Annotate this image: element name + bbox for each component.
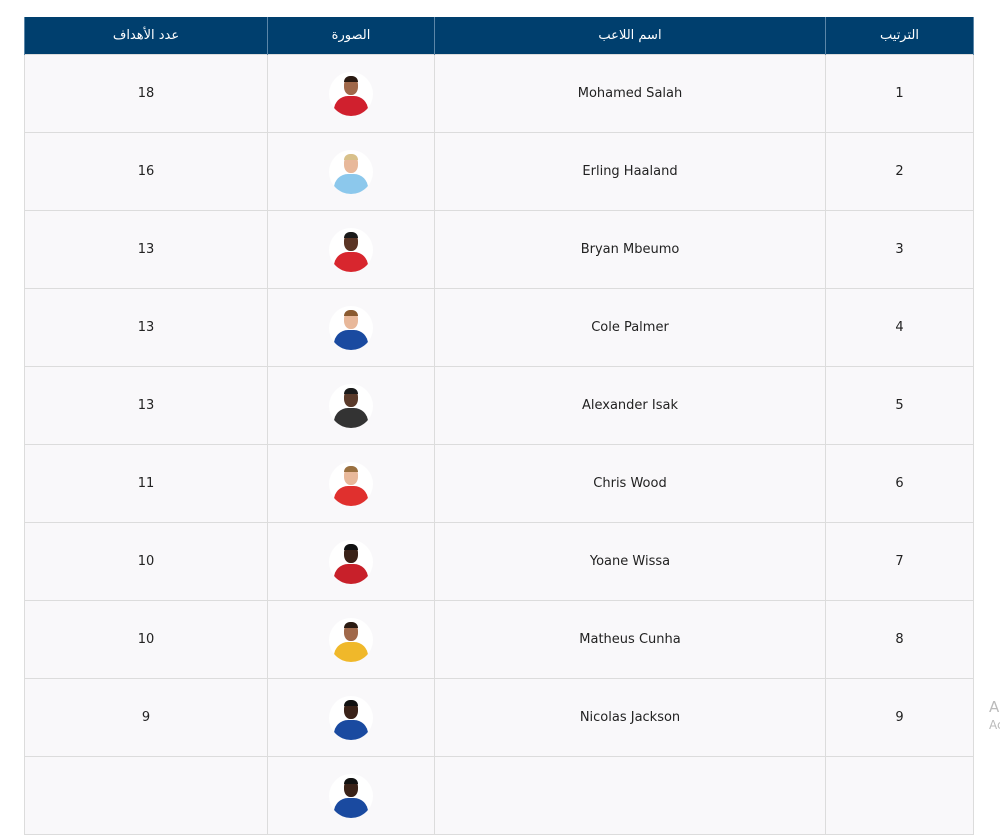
rank-cell: 9 — [825, 678, 974, 757]
player-name-cell: Matheus Cunha — [434, 600, 826, 679]
header-name: اسم اللاعب — [434, 17, 826, 55]
photo-cell — [267, 54, 435, 133]
header-rank: الترتيب — [825, 17, 974, 55]
goals-cell: 11 — [24, 444, 268, 523]
table-row: 8 Matheus Cunha 10 — [24, 600, 974, 679]
table-row: 7 Yoane Wissa 10 — [24, 522, 974, 601]
photo-cell — [267, 288, 435, 367]
player-avatar — [329, 305, 373, 350]
player-avatar — [329, 773, 373, 818]
goals-cell: 10 — [24, 600, 268, 679]
table-row: 4 Cole Palmer 13 — [24, 288, 974, 367]
goals-cell: 13 — [24, 366, 268, 445]
player-name-cell: Erling Haaland — [434, 132, 826, 211]
table-header: الترتيب اسم اللاعب الصورة عدد الأهداف — [24, 17, 974, 55]
rank-cell: 7 — [825, 522, 974, 601]
rank-cell: 1 — [825, 54, 974, 133]
player-name-cell: Bryan Mbeumo — [434, 210, 826, 289]
rank-cell: 5 — [825, 366, 974, 445]
table-row: 9 Nicolas Jackson 9 — [24, 678, 974, 757]
goals-cell: 13 — [24, 288, 268, 367]
rank-cell: 4 — [825, 288, 974, 367]
goals-cell: 10 — [24, 522, 268, 601]
rank-cell: 8 — [825, 600, 974, 679]
player-avatar — [329, 71, 373, 116]
photo-cell — [267, 132, 435, 211]
photo-cell — [267, 210, 435, 289]
goals-cell: 18 — [24, 54, 268, 133]
player-avatar — [329, 461, 373, 506]
photo-cell — [267, 366, 435, 445]
rank-cell: 3 — [825, 210, 974, 289]
player-name-cell: Cole Palmer — [434, 288, 826, 367]
player-name-cell — [434, 756, 826, 835]
goals-cell: 9 — [24, 678, 268, 757]
watermark-line1: A — [989, 698, 1000, 716]
goals-cell — [24, 756, 268, 835]
player-avatar — [329, 539, 373, 584]
photo-cell — [267, 600, 435, 679]
goals-cell: 16 — [24, 132, 268, 211]
photo-cell — [267, 444, 435, 523]
top-scorers-table: الترتيب اسم اللاعب الصورة عدد الأهداف 1 … — [24, 17, 974, 835]
table-row: 1 Mohamed Salah 18 — [24, 54, 974, 133]
player-name-cell: Mohamed Salah — [434, 54, 826, 133]
player-name-cell: Nicolas Jackson — [434, 678, 826, 757]
photo-cell — [267, 756, 435, 835]
table-row: 5 Alexander Isak 13 — [24, 366, 974, 445]
player-avatar — [329, 149, 373, 194]
player-avatar — [329, 695, 373, 740]
header-goals: عدد الأهداف — [24, 17, 268, 55]
table-row: 6 Chris Wood 11 — [24, 444, 974, 523]
player-avatar — [329, 383, 373, 428]
player-avatar — [329, 617, 373, 662]
photo-cell — [267, 522, 435, 601]
table-row: 2 Erling Haaland 16 — [24, 132, 974, 211]
player-name-cell: Yoane Wissa — [434, 522, 826, 601]
rank-cell: 6 — [825, 444, 974, 523]
player-name-cell: Chris Wood — [434, 444, 826, 523]
rank-cell — [825, 756, 974, 835]
photo-cell — [267, 678, 435, 757]
goals-cell: 13 — [24, 210, 268, 289]
table-row: 3 Bryan Mbeumo 13 — [24, 210, 974, 289]
table-row — [24, 756, 974, 835]
watermark-line2: Ac — [989, 718, 1000, 732]
player-name-cell: Alexander Isak — [434, 366, 826, 445]
player-avatar — [329, 227, 373, 272]
rank-cell: 2 — [825, 132, 974, 211]
header-photo: الصورة — [267, 17, 435, 55]
